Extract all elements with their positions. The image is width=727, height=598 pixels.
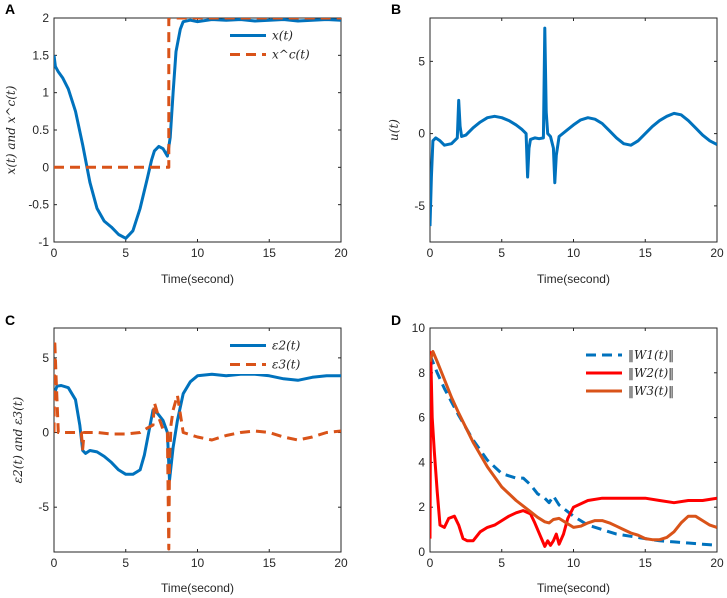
panel-d-legend-label: ‖W2(t)‖: [628, 366, 674, 380]
panel-a-legend-label: x(t): [272, 29, 293, 43]
panel-letter-a: A: [5, 1, 15, 17]
panel-d-legend-label: ‖W3(t)‖: [628, 384, 674, 398]
panel-a-ytick-label: 0: [42, 160, 49, 174]
panel-a-ytick-label: 0.5: [32, 123, 49, 137]
panel-d-ytick-label: 2: [418, 500, 425, 514]
panel-a-xlabel: Time(second): [161, 272, 234, 286]
panel-d-ytick-label: 8: [418, 366, 425, 380]
panel-b-ytick-label: 5: [418, 54, 425, 68]
panel-b-plot: 0 5 10 15 20 -5 0 5: [414, 17, 724, 260]
panel-a-ytick-label: 1.5: [32, 48, 49, 62]
panel-d-legend-label: ‖W1(t)‖: [628, 348, 674, 362]
panel-a-ytick-label: 1: [42, 86, 49, 100]
panel-a-ytick-label: 2: [42, 11, 49, 25]
panel-letter-b: B: [391, 1, 401, 17]
panel-c-legend-label: ε3(t): [272, 358, 301, 372]
panel-c-series-group: [54, 338, 341, 551]
panel-d-xtick-label: 0: [427, 556, 434, 570]
panel-a-xtick-label: 15: [263, 246, 277, 260]
panel-d-plot: 0 5 10 15 20 0 2 4 6 8 10 ‖W1(t)‖ ‖W2(t)‖ ‖W3(t)‖: [412, 321, 724, 570]
panel-a-series-x-c-t: [54, 18, 341, 169]
panel-d-ytick-label: 10: [412, 321, 426, 335]
panel-c-ytick-label: 5: [42, 351, 49, 365]
panel-d-ytick-label: 6: [418, 411, 425, 425]
panel-c-ytick-label: -5: [38, 500, 49, 514]
panel-c-series-3-t: [54, 338, 341, 551]
panel-a-legend-bg: [226, 26, 338, 64]
panel-b-xtick-label: 15: [639, 246, 653, 260]
panel-c-xtick-label: 15: [263, 556, 277, 570]
panel-d-ytick-label: 0: [418, 545, 425, 559]
panel-d-xtick-label: 20: [710, 556, 724, 570]
panel-c-ylabel: ε2(t) and ε3(t): [11, 396, 25, 483]
panel-c-plot: 0 5 10 15 20 -5 0 5 ε2(t) ε3(t): [38, 327, 348, 570]
panel-c-series-2-t: [54, 372, 341, 482]
panel-b-xtick-label: 10: [567, 246, 581, 260]
panel-a-series-x-t: [54, 18, 341, 240]
panel-d-xtick-label: 15: [639, 556, 653, 570]
panel-d-xtick-label: 5: [498, 556, 505, 570]
panel-a-ytick-label: -0.5: [28, 198, 49, 212]
panel-c-xtick-label: 5: [122, 556, 129, 570]
panel-b-series-group: [430, 26, 717, 227]
panel-a-ytick-label: -1: [38, 235, 49, 249]
panel-c-xtick-label: 0: [51, 556, 58, 570]
panel-d-series-w3-t: [430, 350, 717, 542]
panel-a-xtick-label: 10: [191, 246, 205, 260]
panel-b-ylabel: u(t): [387, 119, 401, 141]
panel-b-xtick-label: 0: [427, 246, 434, 260]
panel-c-xlabel: Time(second): [161, 581, 234, 595]
panel-c-ytick-label: 0: [42, 426, 49, 440]
panel-d-xlabel: Time(second): [537, 581, 610, 595]
panel-a-plot: 0 5 10 15 20 -1 -0.5 0 0.5 1 1.5 2 x(t) x^c(t): [28, 11, 348, 260]
panel-b-xlabel: Time(second): [537, 272, 610, 286]
panel-a-legend-label: x^c(t): [272, 48, 310, 62]
panel-letter-c: C: [5, 312, 15, 328]
panel-a-xtick-label: 0: [51, 246, 58, 260]
panel-a-series-group: [54, 18, 341, 240]
panel-b-ytick-label: 0: [418, 127, 425, 141]
panel-a-xtick-label: 5: [122, 246, 129, 260]
panel-d-xtick-label: 10: [567, 556, 581, 570]
panel-d-series-w2-t: [430, 351, 717, 548]
panel-d-series-group: [430, 350, 717, 548]
panel-d-ytick-label: 4: [418, 455, 425, 469]
panel-b-axes-box: [429, 17, 718, 243]
panel-a-xtick-label: 20: [334, 246, 348, 260]
panel-c-legend: ε2(t) ε3(t): [226, 336, 338, 374]
panel-c-xtick-label: 10: [191, 556, 205, 570]
panel-a-legend: x(t) x^c(t): [226, 26, 338, 64]
panel-d-legend: ‖W1(t)‖ ‖W2(t)‖ ‖W3(t)‖: [582, 346, 714, 400]
panel-a-ylabel: x(t) and x^c(t): [4, 85, 18, 174]
panel-c-legend-label: ε2(t): [272, 339, 301, 353]
panel-b-ytick-label: -5: [414, 199, 425, 213]
panel-c-xtick-label: 20: [334, 556, 348, 570]
panel-b-series-u-t: [430, 26, 717, 227]
panel-c-legend-bg: [226, 336, 338, 374]
panel-letter-d: D: [391, 312, 401, 328]
panel-b-xtick-label: 20: [710, 246, 724, 260]
panel-b-xtick-label: 5: [498, 246, 505, 260]
